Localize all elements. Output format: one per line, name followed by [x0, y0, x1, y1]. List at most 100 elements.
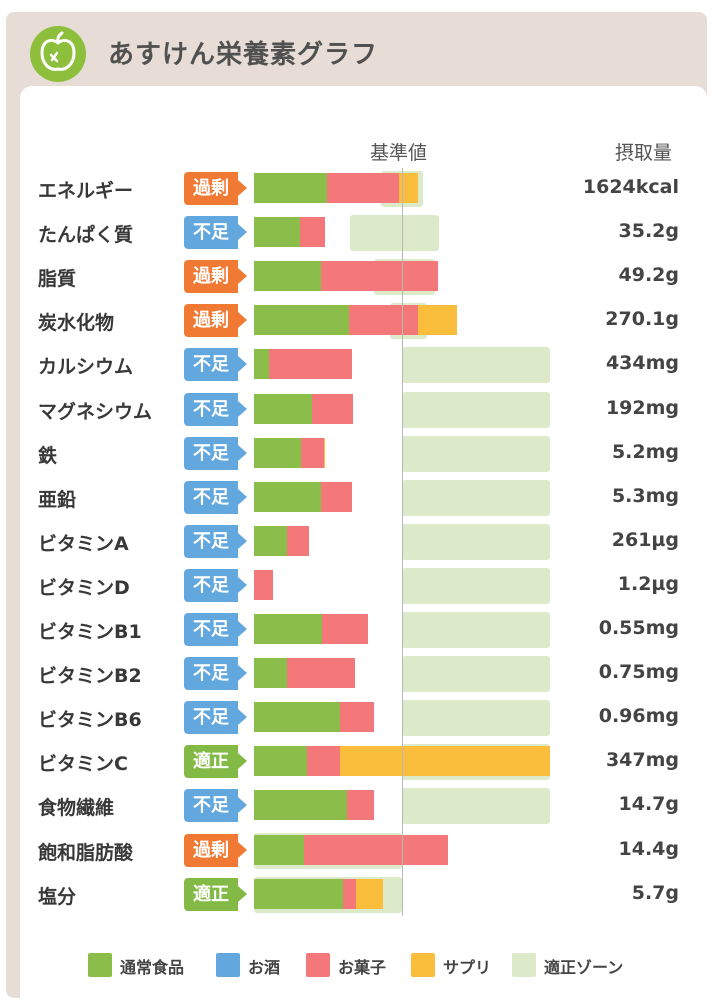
nutrient-row: カルシウム 不足 434mg — [0, 346, 717, 386]
optimal-zone-bar — [402, 347, 550, 384]
status-badge: 適正 — [184, 745, 247, 779]
intake-value: 5.3mg — [611, 484, 679, 507]
intake-value: 1.2µg — [617, 572, 679, 595]
nutrient-name: 脂質 — [38, 268, 77, 291]
legend-swatch — [306, 953, 330, 977]
bar-segment-snack — [342, 878, 357, 909]
bar-segment-snack — [320, 481, 352, 512]
bar-segment-snack — [301, 437, 324, 468]
nutrient-row: ビタミンC 適正 347mg — [0, 743, 717, 783]
bar-segment-supplement — [418, 305, 457, 336]
nutrient-row: マグネシウム 不足 192mg — [0, 391, 717, 431]
bar-segment-snack — [339, 702, 374, 733]
nutrient-row: 亜鉛 不足 5.3mg — [0, 479, 717, 519]
nutrient-row: ビタミンB2 不足 0.75mg — [0, 655, 717, 695]
nutrient-row: 飽和脂肪酸 過剰 14.4g — [0, 832, 717, 872]
intake-value: 0.96mg — [598, 705, 679, 728]
intake-value: 192mg — [605, 396, 679, 419]
bar-segment-snack — [347, 790, 374, 821]
status-badge: 不足 — [184, 436, 247, 470]
legend-label: お酒 — [248, 958, 281, 977]
nutrient-name: ビタミンA — [38, 532, 129, 555]
optimal-zone-bar — [402, 612, 550, 648]
legend-swatch — [411, 953, 435, 977]
intake-value: 270.1g — [605, 308, 679, 331]
status-badge: 不足 — [184, 216, 247, 250]
status-badge: 不足 — [184, 480, 247, 514]
nutrient-name: 炭水化物 — [38, 312, 115, 335]
bar-segment-food — [254, 393, 312, 424]
bar-segment-food — [254, 349, 269, 380]
nutrient-name: たんぱく質 — [38, 224, 134, 247]
optimal-zone-bar — [402, 391, 550, 428]
legend-label: 適正ゾーン — [544, 958, 624, 977]
bar-segment-food — [254, 658, 287, 689]
bar-segment-food — [254, 790, 348, 821]
status-badge: 不足 — [184, 348, 247, 382]
legend-label: 通常食品 — [120, 958, 185, 977]
intake-value: 14.4g — [618, 837, 679, 860]
nutrient-row: 塩分 適正 5.7g — [0, 876, 717, 916]
status-badge: 不足 — [184, 701, 247, 735]
nutrient-name: ビタミンD — [38, 576, 130, 599]
bar-segment-food — [254, 834, 305, 865]
intake-value: 35.2g — [618, 220, 679, 243]
intake-value: 49.2g — [618, 264, 679, 287]
intake-value: 5.7g — [631, 881, 679, 904]
optimal-zone-bar — [402, 479, 550, 516]
bar-segment-snack — [286, 658, 355, 689]
bar-segment-supplement — [339, 746, 550, 777]
legend-swatch — [88, 953, 112, 977]
nutrient-name: 飽和脂肪酸 — [38, 841, 134, 864]
optimal-zone-bar — [402, 567, 550, 604]
bar-segment-snack — [307, 746, 340, 777]
bar-segment-food — [254, 746, 308, 777]
intake-value: 1624kcal — [582, 176, 679, 198]
bar-segment-food — [254, 437, 302, 468]
nutrient-row: ビタミンA 不足 261µg — [0, 523, 717, 563]
bar-segment-supplement — [399, 173, 419, 203]
status-badge: 過剰 — [184, 260, 247, 294]
intake-value: 347mg — [605, 749, 679, 772]
optimal-zone-bar — [402, 435, 550, 472]
optimal-zone-bar — [402, 788, 550, 825]
reference-line — [402, 168, 403, 916]
legend-swatch — [512, 953, 536, 977]
nutrient-row: 炭水化物 過剰 270.1g — [0, 302, 717, 342]
nutrient-name: 亜鉛 — [38, 488, 77, 511]
nutrient-name: ビタミンB1 — [38, 621, 142, 643]
legend-swatch — [216, 953, 240, 977]
bar-segment-snack — [268, 349, 352, 380]
bar-segment-food — [254, 173, 327, 203]
status-badge: 不足 — [184, 789, 247, 823]
legend-label: サプリ — [443, 958, 492, 977]
status-badge: 不足 — [184, 392, 247, 426]
nutrient-row: 食物繊維 不足 14.7g — [0, 787, 717, 827]
bar-segment-food — [254, 702, 340, 733]
status-badge: 不足 — [184, 657, 247, 691]
nutrient-name: エネルギー — [38, 180, 134, 202]
panel-header: あすけん栄養素グラフ — [6, 12, 707, 94]
bar-segment-supplement — [323, 437, 326, 468]
nutrient-name: ビタミンB2 — [38, 665, 142, 688]
optimal-zone-bar — [402, 656, 550, 693]
bar-segment-supplement — [356, 878, 383, 909]
intake-value: 0.55mg — [598, 617, 679, 639]
nutrient-name: カルシウム — [38, 356, 134, 379]
status-badge: 過剰 — [184, 833, 247, 867]
nutrient-name: 鉄 — [38, 444, 58, 467]
legend-label: お菓子 — [338, 958, 387, 977]
status-badge: 不足 — [184, 613, 247, 646]
status-badge: 不足 — [184, 568, 247, 602]
intake-column-header: 摂取量 — [615, 142, 673, 164]
intake-value: 5.2mg — [611, 440, 679, 463]
reference-column-header: 基準値 — [370, 142, 428, 164]
bar-segment-snack — [299, 217, 326, 248]
intake-value: 0.75mg — [598, 661, 679, 684]
nutrient-row: ビタミンD 不足 1.2µg — [0, 567, 717, 607]
bar-segment-snack — [322, 614, 368, 644]
intake-value: 261µg — [611, 528, 679, 551]
bar-segment-food — [254, 614, 323, 644]
page-title: あすけん栄養素グラフ — [108, 40, 379, 70]
nutrient-row: たんぱく質 不足 35.2g — [0, 214, 717, 254]
